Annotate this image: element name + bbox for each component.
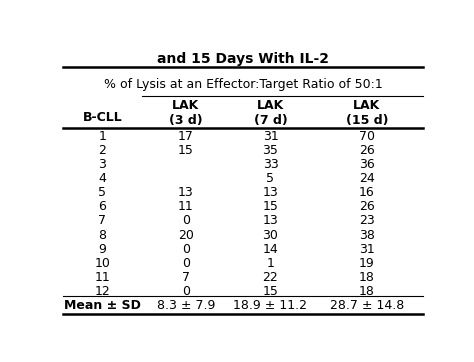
- Text: 0: 0: [182, 285, 190, 298]
- Text: 22: 22: [263, 271, 278, 284]
- Text: 5: 5: [266, 172, 274, 185]
- Text: 31: 31: [263, 130, 278, 143]
- Text: 26: 26: [359, 144, 375, 157]
- Text: 5: 5: [99, 186, 107, 199]
- Text: 31: 31: [359, 243, 375, 256]
- Text: 18: 18: [359, 271, 375, 284]
- Text: 8: 8: [99, 228, 107, 241]
- Text: 6: 6: [99, 200, 106, 213]
- Text: 13: 13: [263, 214, 278, 227]
- Text: Mean ± SD: Mean ± SD: [64, 299, 141, 312]
- Text: 11: 11: [94, 271, 110, 284]
- Text: % of Lysis at an Effector:Target Ratio of 50:1: % of Lysis at an Effector:Target Ratio o…: [103, 78, 383, 91]
- Text: 13: 13: [178, 186, 194, 199]
- Text: LAK
(7 d): LAK (7 d): [254, 99, 287, 127]
- Text: 70: 70: [359, 130, 375, 143]
- Text: 33: 33: [263, 158, 278, 171]
- Text: 19: 19: [359, 257, 375, 270]
- Text: 28.7 ± 14.8: 28.7 ± 14.8: [330, 299, 404, 312]
- Text: 20: 20: [178, 228, 194, 241]
- Text: 2: 2: [99, 144, 106, 157]
- Text: 0: 0: [182, 243, 190, 256]
- Text: 30: 30: [263, 228, 278, 241]
- Text: 9: 9: [99, 243, 106, 256]
- Text: 0: 0: [182, 214, 190, 227]
- Text: 4: 4: [99, 172, 106, 185]
- Text: 18: 18: [359, 285, 375, 298]
- Text: 3: 3: [99, 158, 106, 171]
- Text: 13: 13: [263, 186, 278, 199]
- Text: 35: 35: [263, 144, 278, 157]
- Text: 8.3 ± 7.9: 8.3 ± 7.9: [157, 299, 215, 312]
- Text: 0: 0: [182, 257, 190, 270]
- Text: 7: 7: [182, 271, 190, 284]
- Text: 16: 16: [359, 186, 375, 199]
- Text: 17: 17: [178, 130, 194, 143]
- Text: 15: 15: [178, 144, 194, 157]
- Text: 1: 1: [266, 257, 274, 270]
- Text: 7: 7: [99, 214, 107, 227]
- Text: 36: 36: [359, 158, 375, 171]
- Text: 11: 11: [178, 200, 194, 213]
- Text: LAK
(3 d): LAK (3 d): [169, 99, 203, 127]
- Text: 15: 15: [263, 285, 278, 298]
- Text: 10: 10: [94, 257, 110, 270]
- Text: and 15 Days With IL-2: and 15 Days With IL-2: [157, 52, 329, 66]
- Text: B-CLL: B-CLL: [82, 111, 122, 124]
- Text: 26: 26: [359, 200, 375, 213]
- Text: LAK
(15 d): LAK (15 d): [346, 99, 388, 127]
- Text: 24: 24: [359, 172, 375, 185]
- Text: 12: 12: [94, 285, 110, 298]
- Text: 1: 1: [99, 130, 106, 143]
- Text: 18.9 ± 11.2: 18.9 ± 11.2: [234, 299, 308, 312]
- Text: 15: 15: [263, 200, 278, 213]
- Text: 38: 38: [359, 228, 375, 241]
- Text: 14: 14: [263, 243, 278, 256]
- Text: 23: 23: [359, 214, 375, 227]
